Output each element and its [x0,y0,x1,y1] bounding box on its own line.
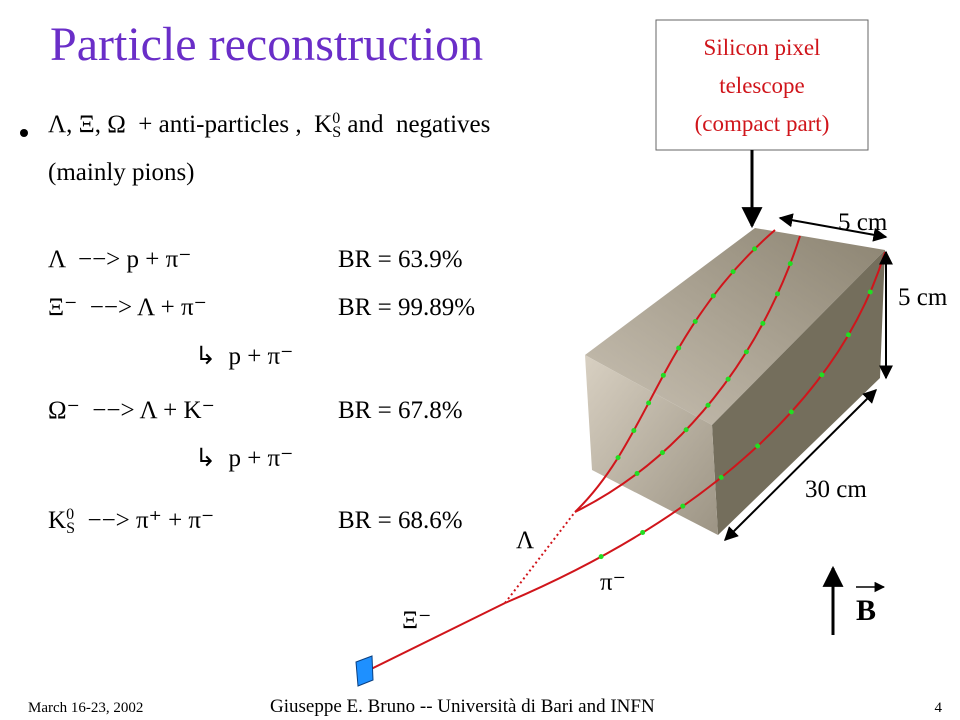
reaction: ↳ p + π⁻ [195,445,293,472]
box-front [585,355,718,535]
hit-dot [743,349,749,355]
hit-dot [760,320,766,326]
intro-sub: S [332,124,341,141]
callout-text: Silicon pixel [704,35,821,60]
hit-dot [775,291,781,297]
branching-ratio: BR = 63.9% [338,246,463,273]
dimension-arrow [778,213,888,242]
hit-dot [631,428,637,434]
branching-ratio: BR = 99.89% [338,294,475,321]
hit-dot [683,427,689,433]
intro-text: and negatives [341,111,490,138]
hit-dot [598,554,604,560]
title: Particle reconstruction [50,18,483,71]
hit-dot [634,471,640,477]
footer-author: Giuseppe E. Bruno -- Università di Bari … [270,696,655,717]
lambda-flight [504,511,576,604]
footer-date: March 16-23, 2002 [28,700,143,716]
reaction-text: K [48,507,66,534]
hit-dot [615,455,621,461]
reaction: K0 S −−> π⁺ + π⁻ [48,506,214,537]
hit-dot [867,289,873,295]
hit-dot [640,530,646,536]
hit-dot [680,503,686,509]
reaction-text: −−> π⁺ + π⁻ [75,507,214,534]
intro-text: Λ, Ξ, Ω + anti-particles , K [48,111,332,138]
hit-dot [755,443,761,449]
intro-sup: 0 [332,110,340,127]
reaction: ↳ p + π⁻ [195,343,293,370]
dimension-arrow [724,389,877,541]
hit-dot [659,450,665,456]
hit-dot [725,376,731,382]
bullet [20,129,28,137]
hit-dot [692,318,698,324]
hit-dot [676,345,682,351]
dimension-label: 5 cm [838,209,888,236]
particle-label: Ξ⁻ [402,607,431,634]
intro-line: (mainly pions) [48,159,195,186]
hit-dot [730,269,736,275]
reaction-sup: 0 [66,506,74,523]
hit-dot [787,261,793,267]
footer-page: 4 [935,700,943,716]
reaction-sub: S [66,520,75,537]
hit-dot [752,246,758,252]
pion-track [574,235,801,513]
dimension-label: 30 cm [805,476,867,503]
target [355,655,374,687]
particle-label: Λ [516,527,534,554]
box-top [585,228,885,425]
hit-dot [845,332,851,338]
reaction: Ξ⁻ −−> Λ + π⁻ [48,294,207,321]
hit-dot [710,293,716,299]
reaction: Λ −−> p + π⁻ [48,246,191,273]
reaction: Ω⁻ −−> Λ + K⁻ [48,397,215,424]
callout-text: telescope [719,73,805,98]
hit-dot [660,372,666,378]
intro-line: Λ, Ξ, Ω + anti-particles , K0 S and negat… [48,110,490,141]
field-label: B [856,594,876,627]
hit-dot [788,409,794,415]
callout-text: (compact part) [695,111,830,136]
branching-ratio: BR = 67.8% [338,397,463,424]
xi-track [364,602,506,673]
callout-box [655,19,869,151]
branching-ratio: BR = 68.6% [338,507,463,534]
dimension-label: 5 cm [898,284,948,311]
hit-dot [819,372,825,378]
particle-label: π⁻ [600,569,626,596]
hit-dot [646,400,652,406]
hit-dot [718,474,724,480]
hit-dot [705,402,711,408]
